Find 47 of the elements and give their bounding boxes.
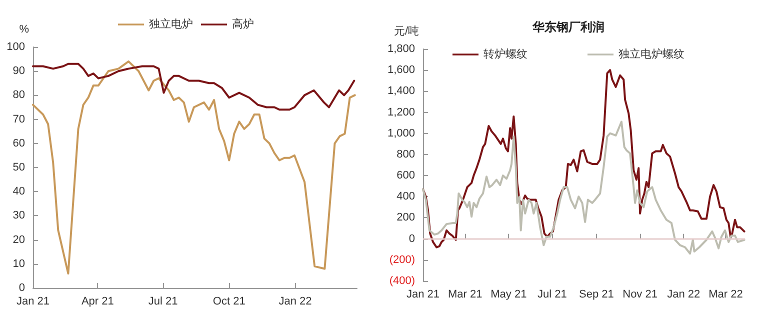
y-tick-label: 70 [12,113,25,126]
y-tick-label: 100 [6,41,25,53]
y-tick-label: 800 [396,148,415,160]
legend-label: 独立电炉 [149,18,193,30]
x-tick-label: Mar 22 [708,288,743,300]
y-tick-label: 400 [396,190,415,203]
y-tick-label: 200 [396,212,415,224]
y-tick-label: 600 [396,170,415,182]
x-tick-label: Nov 21 [622,288,658,300]
legend-label: 独立电炉螺纹 [618,48,684,60]
y-tick-label: 40 [12,186,25,198]
chart-title: 华东钢厂利润 [532,20,604,34]
line-series [32,60,356,275]
y-tick-label: 50 [12,162,25,174]
x-tick-label: Apr 21 [81,296,114,308]
x-tick-label: Jan 22 [667,288,700,300]
y-tick-label: (400) [389,275,415,287]
y-tick-label: 20 [12,234,25,246]
legend-label: 高炉 [232,18,254,30]
x-tick-label: Oct 21 [212,296,246,308]
y-tick-label: (200) [389,254,415,266]
line-series [422,120,746,255]
x-tick-label: Jul 21 [538,288,567,300]
x-tick-label: May 21 [490,288,527,300]
x-tick-label: Jan 22 [278,296,312,308]
y-tick-label: 30 [12,210,25,222]
y-tick-label: 60 [12,137,25,150]
y-tick-label: 1,000 [387,127,415,140]
y-tick-label: 80 [12,89,25,102]
y-tick-label: 1,400 [387,85,415,98]
y-tick-label: 1,200 [387,106,415,118]
line-series [422,69,746,248]
x-tick-label: Jan 21 [406,288,440,300]
y-tick-label: 0 [18,282,25,294]
x-tick-label: Sep 21 [579,288,614,300]
y-tick-label: 1,600 [387,64,415,76]
y-tick-label: 10 [12,258,25,270]
line-series [32,62,356,111]
legend-label: 转炉螺纹 [484,48,528,60]
y-axis-title: % [19,24,30,36]
y-tick-label: 0 [408,232,415,245]
y-tick-label: 90 [12,65,25,78]
y-axis-title: 元/吨 [394,24,419,38]
x-tick-label: Mar 21 [448,288,482,300]
x-tick-label: Jan 21 [16,296,50,308]
x-tick-label: Jul 21 [148,296,178,308]
y-tick-label: 1,800 [387,43,415,55]
